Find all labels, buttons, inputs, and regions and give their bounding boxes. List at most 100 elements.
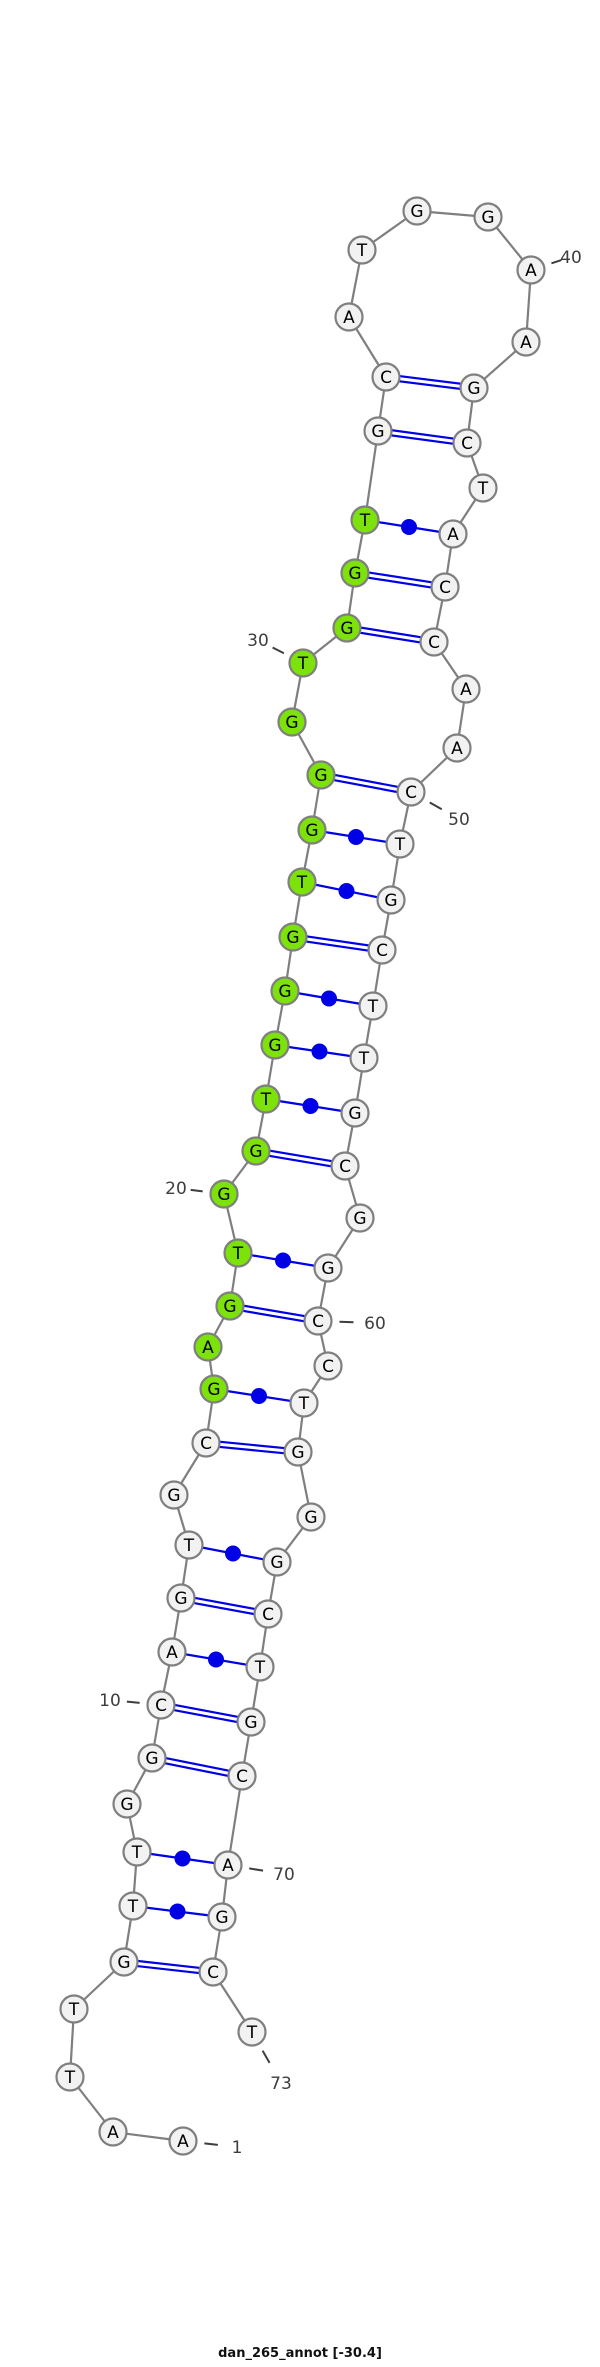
nucleotide-T51: T [385, 829, 415, 859]
nucleotide-circle [213, 1850, 243, 1880]
nucleotide-letter: A [447, 525, 459, 545]
nucleotide-letter: G [340, 619, 353, 639]
watson-crick-bond [256, 1147, 346, 1165]
nucleotide-letter: G [467, 379, 480, 399]
watson-crick-bond [151, 1759, 242, 1780]
watson-crick-bond [378, 427, 468, 442]
backbone-segment [363, 430, 380, 521]
nucleotide-letter: T [64, 2068, 76, 2088]
nucleotide-letter: C [262, 1605, 274, 1625]
nucleotide-T55: T [349, 1043, 379, 1073]
nucleotide-C66: C [253, 1599, 283, 1629]
nucleotide-circle [262, 1547, 292, 1577]
nucleotide-letter: A [520, 333, 532, 353]
position-label: 73 [270, 2074, 292, 2094]
nucleotide-letter: A [177, 2132, 189, 2152]
nucleotide-C60: C [303, 1306, 333, 1336]
label-tick [261, 2050, 271, 2064]
nucleotide-letter: T [296, 873, 308, 893]
nucleotide-letter: C [461, 434, 473, 454]
nucleotide-A2: A [98, 2117, 128, 2147]
nucleotide-C10: C [146, 1690, 176, 1720]
nucleotide-G8: G [112, 1789, 142, 1819]
nucleotide-G12: G [166, 1583, 196, 1613]
nucleotide-A36: A [334, 302, 364, 332]
nucleotide-G20: G [209, 1179, 239, 1209]
nucleotide-T67: T [245, 1652, 275, 1682]
nucleotide-T54: T [358, 991, 388, 1021]
nucleotide-circle [451, 674, 481, 704]
nucleotide-C69: C [227, 1761, 257, 1791]
nucleotide-letter: G [384, 891, 397, 911]
nucleotide-G23: G [260, 1030, 290, 1060]
nucleotide-letter: G [481, 208, 494, 228]
nucleotide-letter: G [314, 766, 327, 786]
nucleotide-A49: A [442, 733, 472, 763]
nucleotide-circle [157, 1637, 187, 1667]
position-label: 50 [448, 810, 470, 830]
wobble-pair-dot [275, 1252, 291, 1269]
nucleotide-circle [237, 2017, 267, 2047]
nucleotide-letter: C [405, 783, 417, 803]
watson-crick-bond [181, 1594, 269, 1613]
label-tick [190, 1188, 203, 1193]
nucleotide-circle [251, 1084, 281, 1114]
nucleotide-A1: A [168, 2126, 198, 2156]
watson-crick-bond [206, 1439, 299, 1451]
nucleotide-letter: G [217, 1185, 230, 1205]
watson-crick-bond [386, 373, 475, 387]
nucleotide-circle [277, 707, 307, 737]
nucleotide-circle [442, 733, 472, 763]
nucleotide-G14: G [159, 1480, 189, 1510]
label-tick [429, 801, 443, 811]
nucleotide-A11: A [157, 1637, 187, 1667]
position-label: 40 [560, 248, 582, 268]
wobble-pair-dot [338, 883, 355, 899]
nucleotide-circle [385, 829, 415, 859]
nucleotide-C57: C [330, 1151, 360, 1181]
nucleotide-circle [516, 255, 546, 285]
nucleotide-letter: G [321, 1259, 334, 1279]
nucleotide-G25: G [278, 922, 308, 952]
watson-crick-bond [320, 776, 411, 796]
nucleotide-letter: G [348, 564, 361, 584]
nucleotide-circle [452, 428, 482, 458]
nucleotide-letter: T [367, 997, 379, 1017]
nucleotide-circle [193, 1332, 223, 1362]
wobble-pair-dot [401, 519, 417, 535]
nucleotide-circle [473, 202, 503, 232]
nucleotide-circle [122, 1837, 152, 1867]
nucleotide-letter: G [291, 1443, 304, 1463]
label-tick [272, 646, 285, 655]
watson-crick-bond [160, 1706, 251, 1726]
wobble-pair-dot [302, 1098, 319, 1114]
nucleotide-G63: G [283, 1437, 313, 1467]
nucleotide-circle [227, 1761, 257, 1791]
wobble-pair-dot [225, 1545, 241, 1562]
nucleotide-circle [376, 885, 406, 915]
nucleotide-circle [59, 1994, 89, 2024]
nucleotide-G52: G [376, 885, 406, 915]
position-label: 60 [364, 1314, 386, 1334]
nucleotide-letter: T [254, 1658, 266, 1678]
watson-crick-bond [385, 378, 474, 392]
nucleotide-T13: T [174, 1530, 204, 1560]
nucleotide-letter: G [270, 1553, 283, 1573]
nucleotide-circle [371, 362, 401, 392]
nucleotide-circle [209, 1179, 239, 1209]
watson-crick-bond [355, 569, 446, 586]
nucleotide-letter: T [356, 241, 368, 261]
nucleotide-letter: G [145, 1749, 158, 1769]
nucleotide-G5: G [109, 1947, 139, 1977]
nucleotide-T7: T [122, 1837, 152, 1867]
watson-crick-bond [321, 771, 412, 791]
nucleotide-letter: A [460, 680, 472, 700]
nucleotide-circle [330, 1151, 360, 1181]
nucleotide-letter: A [451, 739, 463, 759]
nucleotide-circle [215, 1291, 245, 1321]
nucleotide-letter: G [223, 1297, 236, 1317]
nucleotide-circle [347, 235, 377, 265]
wobble-pair-dot [174, 1850, 191, 1867]
nucleotide-letter: G [117, 1953, 130, 1973]
